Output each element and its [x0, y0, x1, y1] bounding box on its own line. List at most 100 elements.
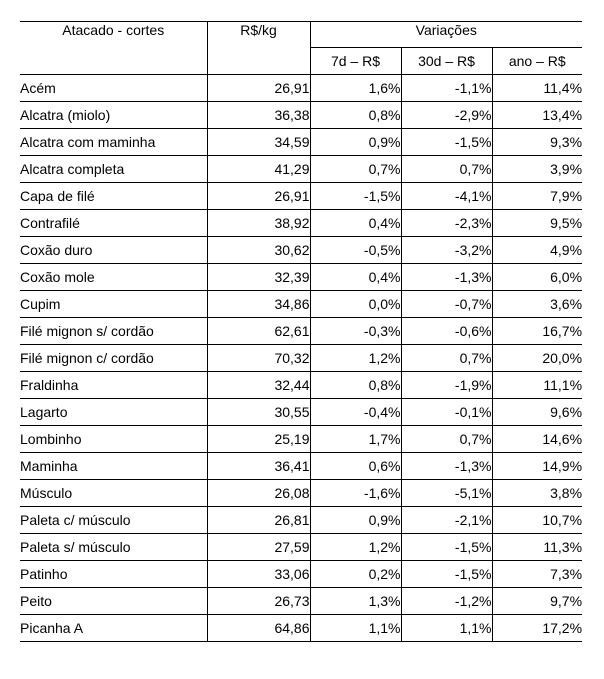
table-row: Fraldinha 32,44 0,8% -1,9% 11,1%: [20, 371, 583, 399]
cell-30d: -0,6%: [400, 317, 493, 345]
cell-preco: 70,32: [206, 344, 311, 372]
cell-preco: 26,81: [206, 506, 311, 534]
cell-ano: 6,0%: [491, 263, 583, 291]
cell-preco: 26,91: [206, 182, 311, 210]
price-table: Atacado - cortes R$/kg Variações 7d – R$…: [20, 21, 583, 642]
cell-corte: Lombinho: [20, 425, 208, 453]
cell-preco: 64,86: [206, 614, 311, 642]
cell-ano: 17,2%: [491, 614, 583, 642]
table-row: Coxão mole 32,39 0,4% -1,3% 6,0%: [20, 263, 583, 291]
cell-30d: -1,2%: [400, 587, 493, 615]
cell-corte: Coxão duro: [20, 236, 208, 264]
cell-corte: Peito: [20, 587, 208, 615]
cell-corte: Filé mignon c/ cordão: [20, 344, 208, 372]
cell-preco: 41,29: [206, 155, 311, 183]
table-row: Picanha A 64,86 1,1% 1,1% 17,2%: [20, 614, 583, 642]
header-ano: ano – R$: [491, 47, 583, 75]
cell-7d: 0,9%: [309, 506, 402, 534]
cell-corte: Paleta s/ músculo: [20, 533, 208, 561]
table-row: Alcatra com maminha 34,59 0,9% -1,5% 9,3%: [20, 128, 583, 156]
cell-7d: 1,2%: [309, 533, 402, 561]
cell-corte: Alcatra com maminha: [20, 128, 208, 156]
cell-corte: Fraldinha: [20, 371, 208, 399]
cell-preco: 33,06: [206, 560, 311, 588]
cell-30d: 0,7%: [400, 155, 493, 183]
cell-7d: 0,7%: [309, 155, 402, 183]
cell-30d: -4,1%: [400, 182, 493, 210]
cell-30d: -1,9%: [400, 371, 493, 399]
cell-ano: 16,7%: [491, 317, 583, 345]
cell-30d: -1,1%: [400, 74, 493, 102]
table-header: Atacado - cortes R$/kg Variações 7d – R$…: [20, 21, 583, 75]
cell-preco: 36,41: [206, 452, 311, 480]
table-row: Coxão duro 30,62 -0,5% -3,2% 4,9%: [20, 236, 583, 264]
cell-7d: 1,6%: [309, 74, 402, 102]
header-row-main: Atacado - cortes R$/kg Variações: [20, 21, 583, 75]
table-row: Lagarto 30,55 -0,4% -0,1% 9,6%: [20, 398, 583, 426]
table-row: Lombinho 25,19 1,7% 0,7% 14,6%: [20, 425, 583, 453]
table-row: Filé mignon s/ cordão 62,61 -0,3% -0,6% 16,7…: [20, 317, 583, 345]
cell-7d: 0,9%: [309, 128, 402, 156]
cell-ano: 14,9%: [491, 452, 583, 480]
header-variacoes: Variações: [309, 21, 583, 48]
cell-30d: -1,3%: [400, 452, 493, 480]
cell-30d: -3,2%: [400, 236, 493, 264]
cell-corte: Contrafilé: [20, 209, 208, 237]
cell-30d: -1,5%: [400, 560, 493, 588]
cell-preco: 34,59: [206, 128, 311, 156]
cell-30d: -2,3%: [400, 209, 493, 237]
cell-corte: Picanha A: [20, 614, 208, 642]
table-row: Alcatra (miolo) 36,38 0,8% -2,9% 13,4%: [20, 101, 583, 129]
table-row: Patinho 33,06 0,2% -1,5% 7,3%: [20, 560, 583, 588]
cell-7d: 0,2%: [309, 560, 402, 588]
cell-ano: 11,3%: [491, 533, 583, 561]
cell-ano: 20,0%: [491, 344, 583, 372]
cell-7d: -0,5%: [309, 236, 402, 264]
table-row: Cupim 34,86 0,0% -0,7% 3,6%: [20, 290, 583, 318]
header-preco: R$/kg: [206, 21, 311, 75]
cell-7d: 1,7%: [309, 425, 402, 453]
cell-ano: 4,9%: [491, 236, 583, 264]
cell-ano: 9,5%: [491, 209, 583, 237]
cell-preco: 27,59: [206, 533, 311, 561]
cell-preco: 26,08: [206, 479, 311, 507]
header-7d: 7d – R$: [310, 47, 402, 75]
cell-preco: 26,91: [206, 74, 311, 102]
cell-7d: 0,4%: [309, 263, 402, 291]
cell-ano: 3,8%: [491, 479, 583, 507]
cell-7d: 0,0%: [309, 290, 402, 318]
table-row: Peito 26,73 1,3% -1,2% 9,7%: [20, 587, 583, 615]
header-row-sub: 7d – R$ 30d – R$ ano – R$: [20, 47, 583, 75]
cell-preco: 30,62: [206, 236, 311, 264]
cell-ano: 7,3%: [491, 560, 583, 588]
cell-ano: 3,6%: [491, 290, 583, 318]
cell-corte: Paleta c/ músculo: [20, 506, 208, 534]
cell-7d: -1,6%: [309, 479, 402, 507]
cell-7d: 1,2%: [309, 344, 402, 372]
header-30d: 30d – R$: [400, 47, 493, 75]
cell-preco: 32,39: [206, 263, 311, 291]
table-row: Alcatra completa 41,29 0,7% 0,7% 3,9%: [20, 155, 583, 183]
cell-7d: -1,5%: [309, 182, 402, 210]
cell-ano: 9,6%: [491, 398, 583, 426]
cell-30d: 1,1%: [400, 614, 493, 642]
table-row: Paleta c/ músculo 26,81 0,9% -2,1% 10,7%: [20, 506, 583, 534]
cell-7d: 0,4%: [309, 209, 402, 237]
table-body: Acém 26,91 1,6% -1,1% 11,4% Alcatra (miolo) 36…: [20, 74, 583, 642]
cell-ano: 7,9%: [491, 182, 583, 210]
table-row: Acém 26,91 1,6% -1,1% 11,4%: [20, 74, 583, 102]
cell-corte: Músculo: [20, 479, 208, 507]
cell-preco: 25,19: [206, 425, 311, 453]
cell-7d: -0,3%: [309, 317, 402, 345]
table-row: Contrafilé 38,92 0,4% -2,3% 9,5%: [20, 209, 583, 237]
cell-corte: Lagarto: [20, 398, 208, 426]
cell-preco: 36,38: [206, 101, 311, 129]
cell-corte: Alcatra completa: [20, 155, 208, 183]
cell-ano: 11,1%: [491, 371, 583, 399]
header-corte: Atacado - cortes: [20, 21, 208, 75]
cell-30d: -2,1%: [400, 506, 493, 534]
cell-7d: 1,3%: [309, 587, 402, 615]
cell-preco: 30,55: [206, 398, 311, 426]
cell-30d: -0,1%: [400, 398, 493, 426]
cell-7d: 0,8%: [309, 101, 402, 129]
